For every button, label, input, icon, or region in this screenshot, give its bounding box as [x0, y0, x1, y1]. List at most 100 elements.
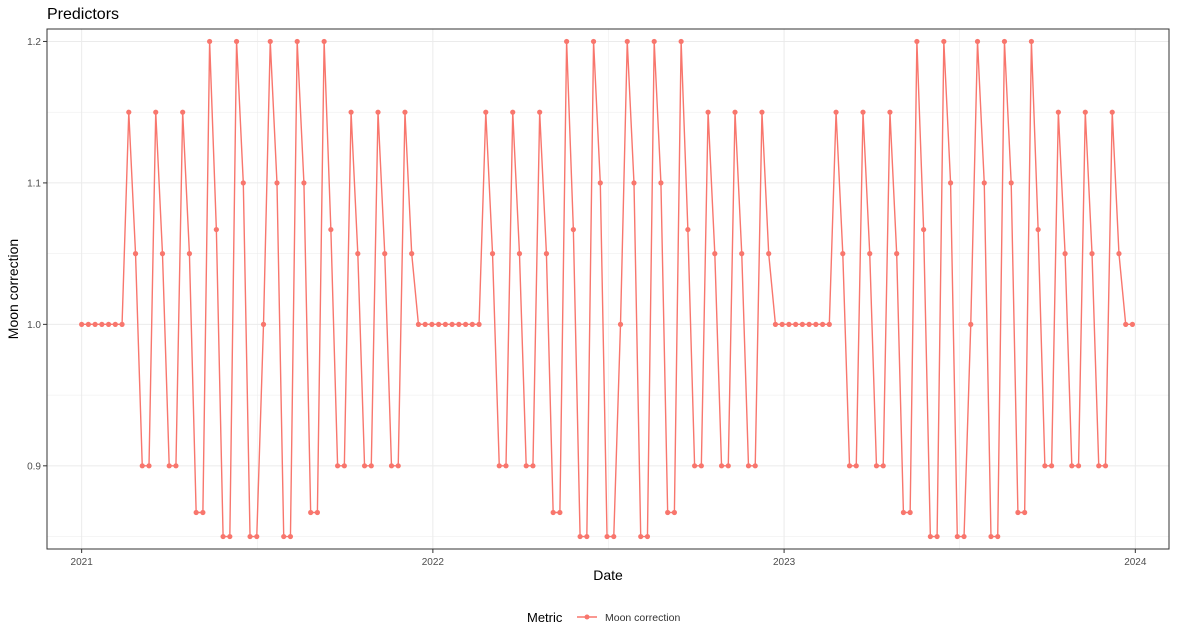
- data-point: [597, 180, 603, 186]
- y-tick-label: 1.1: [27, 178, 41, 189]
- data-point: [981, 180, 987, 186]
- data-point: [961, 533, 967, 540]
- data-point: [227, 533, 233, 540]
- x-tick-label: 2023: [773, 557, 796, 568]
- data-point: [1035, 226, 1041, 233]
- x-tick-label: 2024: [1124, 557, 1147, 568]
- data-point: [564, 38, 570, 45]
- data-point: [853, 463, 859, 469]
- data-point: [846, 463, 853, 469]
- data-point: [314, 509, 320, 516]
- x-tick-label: 2021: [71, 557, 94, 568]
- data-point: [900, 509, 907, 516]
- data-point: [294, 38, 300, 45]
- series-line: [81, 41, 1133, 538]
- data-point: [806, 321, 812, 327]
- data-point: [159, 251, 166, 257]
- data-point: [112, 321, 118, 327]
- data-point: [570, 226, 576, 233]
- data-point: [516, 251, 523, 257]
- data-point: [173, 463, 179, 469]
- chart-title: Predictors: [47, 6, 119, 23]
- data-point: [1102, 463, 1109, 469]
- data-point: [665, 509, 671, 516]
- data-point: [685, 226, 691, 233]
- data-point: [759, 109, 765, 115]
- data-point: [712, 251, 718, 257]
- data-point: [233, 38, 240, 45]
- data-point: [301, 180, 307, 186]
- data-point: [200, 509, 206, 516]
- data-point: [954, 533, 960, 540]
- data-point: [388, 463, 395, 469]
- data-point: [604, 533, 610, 540]
- data-point: [240, 180, 246, 186]
- data-point: [85, 321, 91, 327]
- data-point: [887, 109, 893, 115]
- data-point: [745, 463, 752, 469]
- data-point: [867, 251, 873, 257]
- data-point: [449, 321, 455, 327]
- data-point: [537, 109, 543, 115]
- data-point: [819, 321, 826, 327]
- data-point: [914, 38, 920, 45]
- data-point: [153, 109, 159, 115]
- data-point: [402, 109, 408, 115]
- data-point: [718, 463, 725, 469]
- data-point: [617, 321, 624, 327]
- data-point: [1008, 180, 1014, 186]
- legend-label-moon-correction: Moon correction: [605, 612, 680, 624]
- plot-panel-border: [46, 28, 1170, 550]
- data-point: [186, 251, 193, 257]
- data-point: [409, 251, 415, 257]
- data-point: [725, 463, 731, 469]
- data-point: [671, 509, 678, 516]
- data-point: [927, 533, 933, 540]
- data-point: [355, 251, 361, 257]
- y-tick-label: 0.9: [27, 461, 41, 472]
- data-point: [523, 463, 529, 469]
- data-point: [1116, 251, 1122, 257]
- data-point: [1015, 509, 1021, 516]
- data-point: [941, 38, 947, 45]
- data-point: [146, 463, 152, 469]
- data-point: [213, 226, 219, 233]
- data-point: [1096, 463, 1102, 469]
- data-point: [415, 321, 422, 327]
- data-point: [988, 533, 994, 540]
- data-point: [779, 321, 785, 327]
- data-point: [476, 321, 482, 327]
- data-point: [894, 251, 900, 257]
- data-point: [139, 463, 145, 469]
- data-point: [590, 38, 597, 45]
- data-point: [833, 109, 839, 115]
- data-point: [1001, 38, 1008, 45]
- data-point: [436, 321, 442, 327]
- data-point: [873, 463, 880, 469]
- data-point: [739, 251, 745, 257]
- data-point: [577, 533, 583, 540]
- data-point: [732, 109, 738, 115]
- grid: [47, 29, 1169, 549]
- data-point: [1069, 463, 1075, 469]
- data-point: [631, 180, 637, 186]
- data-point: [308, 509, 314, 516]
- y-tick-label: 1.0: [27, 320, 41, 331]
- data-point: [1075, 463, 1082, 469]
- data-point: [1049, 463, 1055, 469]
- data-point: [489, 251, 496, 257]
- data-point: [126, 109, 132, 115]
- data-point: [974, 38, 981, 45]
- data-point: [995, 533, 1001, 540]
- data-point: [678, 38, 684, 45]
- data-point: [503, 463, 509, 469]
- data-point: [1062, 251, 1068, 257]
- data-point: [793, 321, 799, 327]
- data-point: [968, 321, 974, 327]
- data-point: [267, 38, 273, 45]
- data-point: [99, 321, 105, 327]
- data-point: [826, 321, 832, 327]
- data-point: [1082, 109, 1088, 115]
- data-point: [934, 533, 940, 540]
